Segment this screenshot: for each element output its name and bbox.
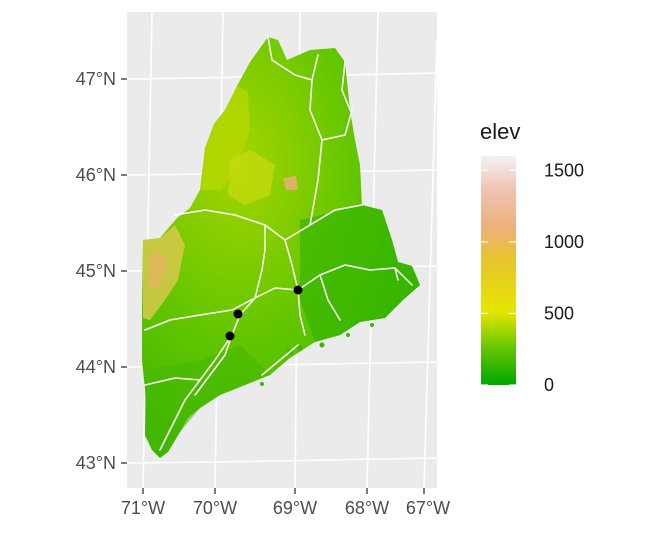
- legend-label: 1500: [544, 160, 584, 180]
- x-axis: 71°W 70°W 69°W 68°W 67°W: [121, 488, 450, 518]
- x-tick-label: 68°W: [345, 498, 389, 518]
- point-marker: [233, 309, 243, 319]
- point-marker: [293, 285, 303, 295]
- legend-label: 500: [544, 303, 574, 323]
- y-tick-label: 43°N: [76, 453, 116, 473]
- legend-title: elev: [480, 119, 520, 144]
- legend-label: 1000: [544, 232, 584, 252]
- maine-landmass: [142, 37, 420, 458]
- y-tick-label: 44°N: [76, 357, 116, 377]
- point-marker: [225, 331, 235, 341]
- y-tick-label: 46°N: [76, 165, 116, 185]
- legend-colorbar: [481, 156, 516, 385]
- legend-label: 0: [544, 375, 554, 395]
- y-tick-label: 45°N: [76, 261, 116, 281]
- x-tick-label: 71°W: [121, 498, 165, 518]
- x-tick-label: 67°W: [406, 498, 450, 518]
- legend: elev 1500 1000 500 0: [480, 119, 584, 395]
- road-network: [144, 36, 413, 451]
- point-markers: [225, 285, 303, 341]
- y-axis: 47°N 46°N 45°N 44°N 43°N: [76, 69, 127, 473]
- x-tick-label: 69°W: [273, 498, 317, 518]
- y-tick-label: 47°N: [76, 69, 116, 89]
- x-tick-label: 70°W: [193, 498, 237, 518]
